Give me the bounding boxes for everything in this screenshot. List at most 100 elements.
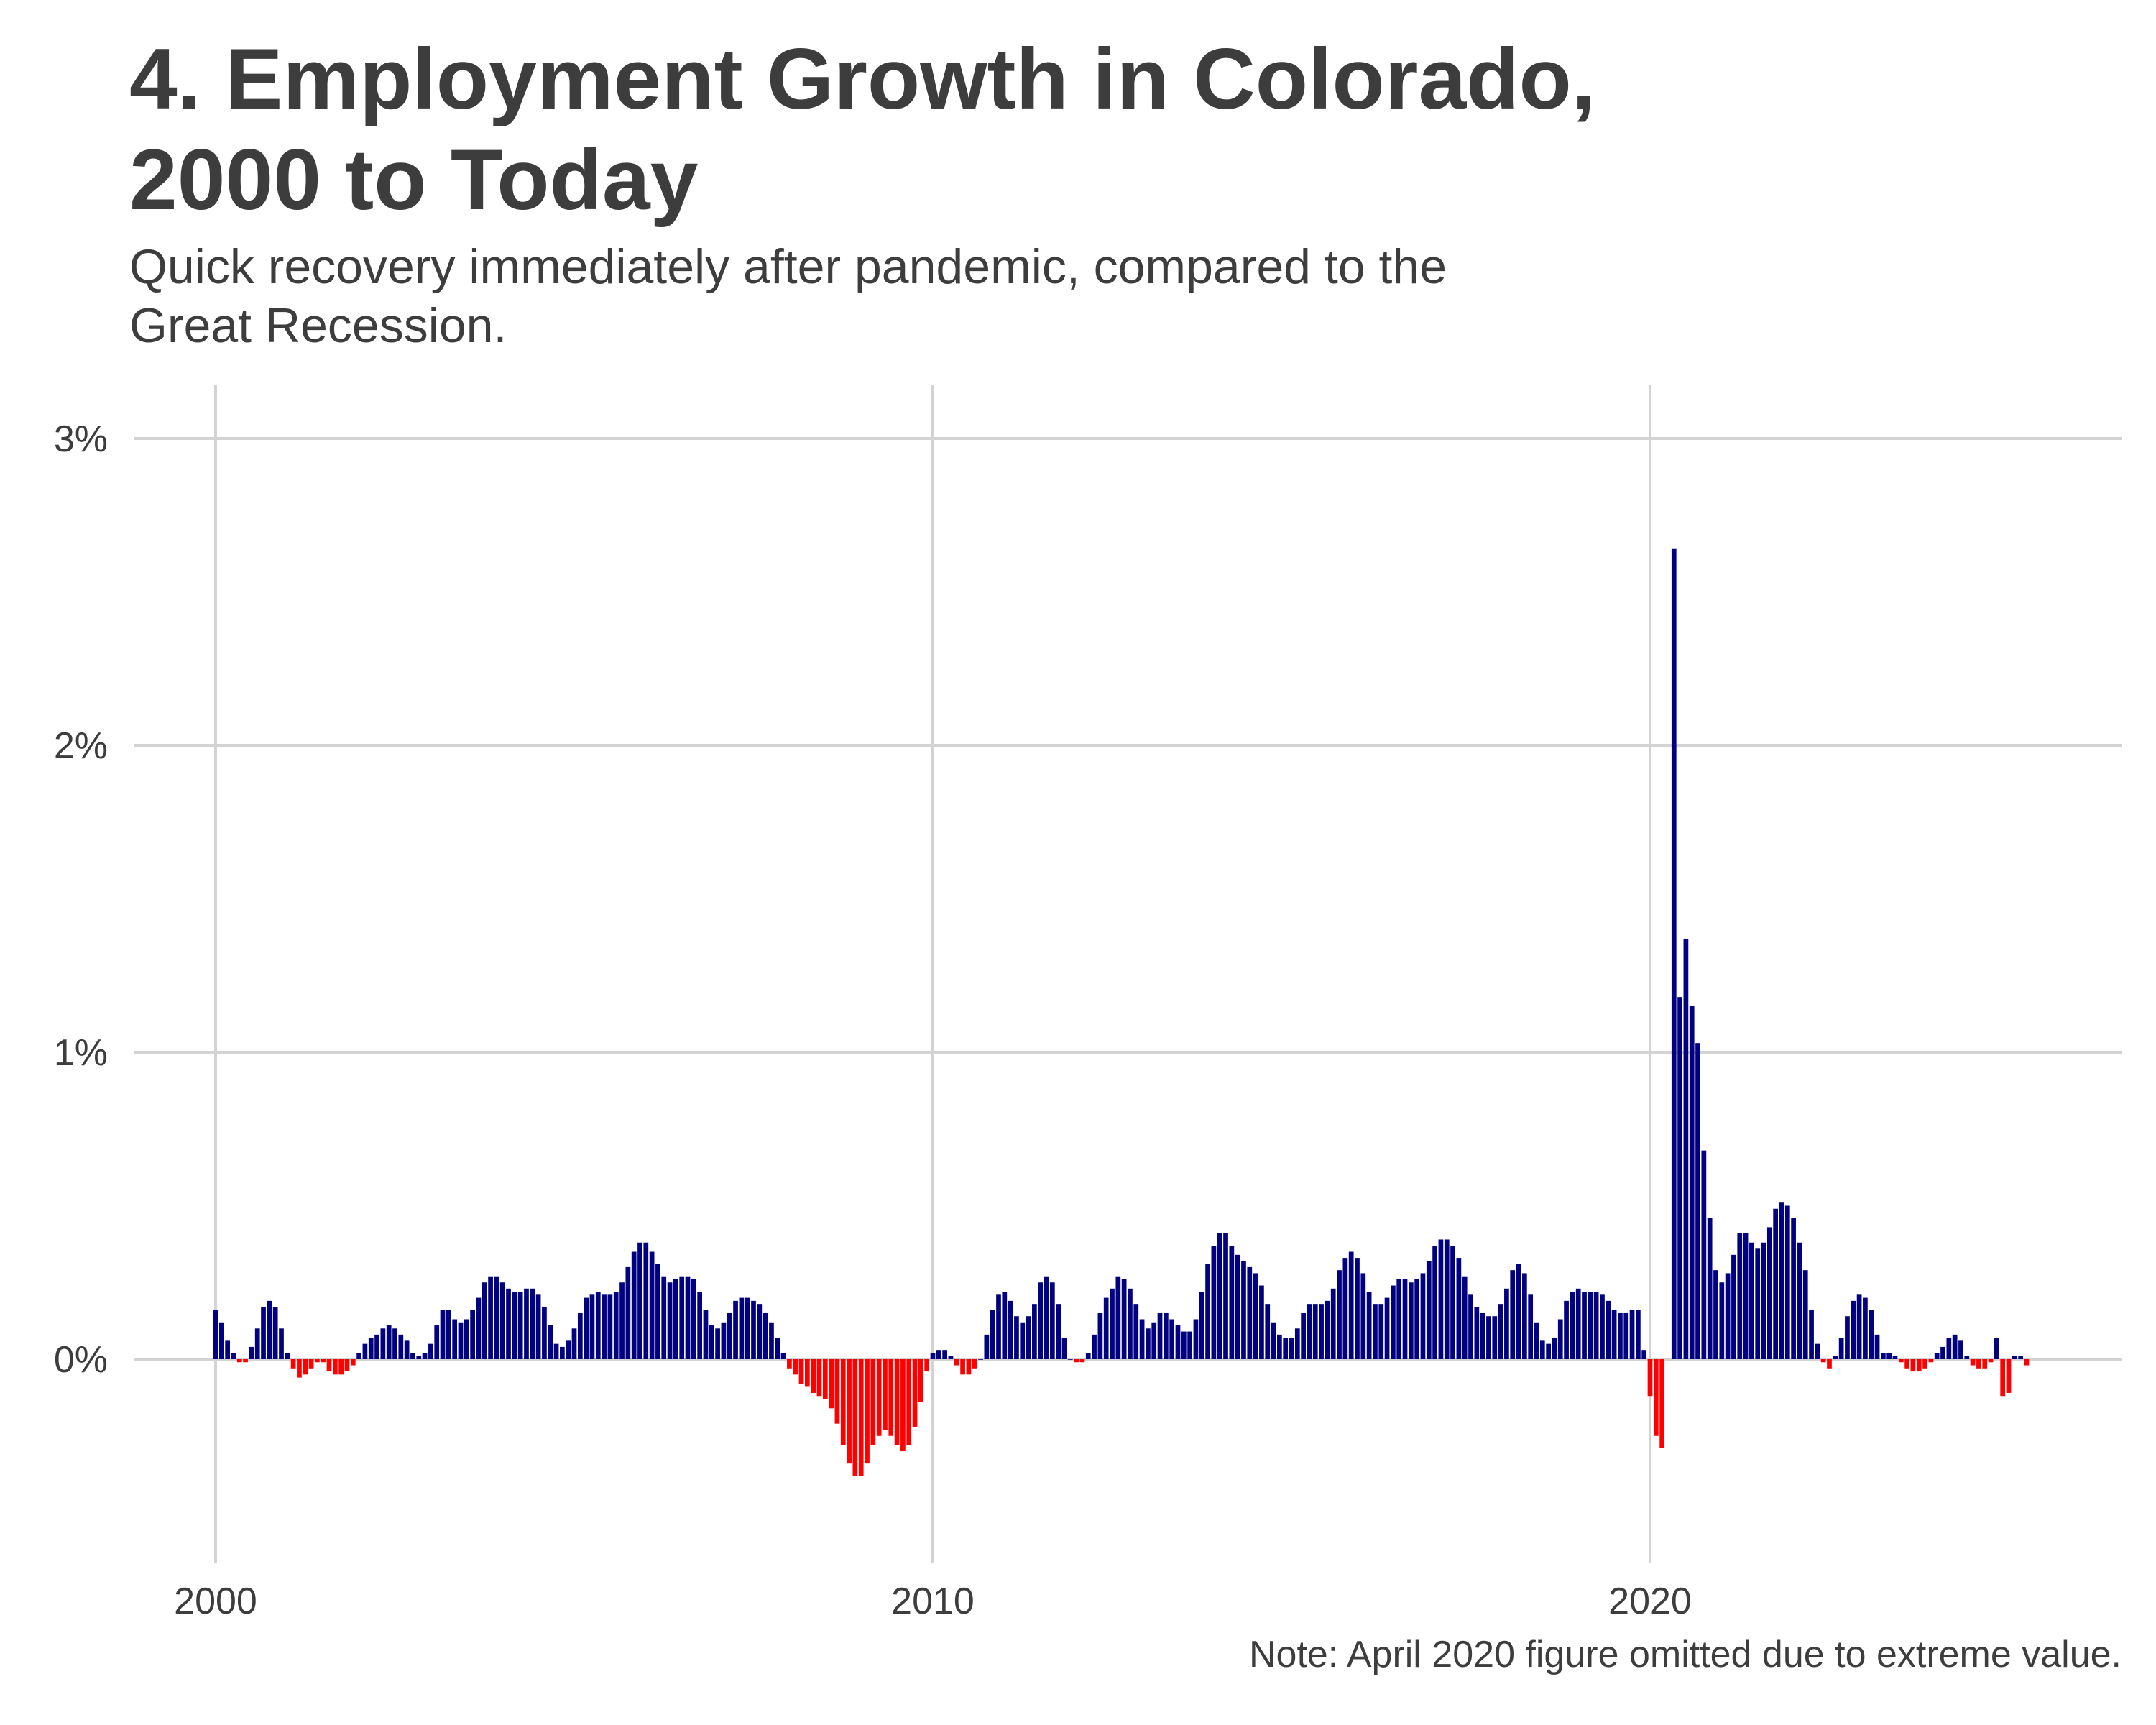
bar [1325,1300,1330,1359]
bar [1797,1242,1802,1359]
bar [840,1359,846,1445]
bar [847,1359,852,1464]
bar [535,1294,541,1359]
bar [876,1359,882,1436]
bar [1552,1338,1557,1359]
bar [308,1359,314,1368]
bar [1766,1227,1772,1359]
bar [912,1359,918,1427]
bar [1294,1328,1300,1359]
bar [631,1251,637,1359]
bar [763,1312,768,1359]
bar [1869,1310,1874,1359]
bar [297,1359,302,1378]
bar [1582,1292,1587,1359]
bar [960,1359,965,1375]
bar [649,1251,655,1359]
bar [1534,1322,1539,1359]
bar [1169,1319,1175,1359]
bar [1456,1258,1462,1359]
bar [595,1292,601,1359]
bar [261,1307,266,1359]
bar [1833,1356,1838,1359]
bar [1802,1270,1808,1359]
bar [1241,1261,1246,1359]
bar [243,1359,248,1363]
bar [321,1359,326,1363]
title-line-2: 2000 to Today [129,132,699,228]
bar [703,1310,709,1359]
bar [428,1343,433,1359]
bar [1623,1312,1629,1359]
bar [1103,1297,1109,1359]
bar [679,1276,685,1359]
bar [942,1350,947,1359]
bar [1175,1325,1181,1359]
bar [1695,1043,1700,1359]
bar [1067,1359,1073,1360]
bar [870,1359,876,1445]
bar [1038,1282,1044,1359]
bar [1557,1319,1563,1359]
y-tick-label: 0% [54,1339,108,1381]
bar [1784,1205,1790,1359]
bar [1199,1292,1204,1359]
bar [1892,1356,1898,1359]
bar [1570,1292,1575,1359]
bar [1761,1242,1766,1359]
bar [1223,1233,1228,1359]
bar [416,1356,422,1359]
bar [249,1346,254,1359]
bar [1946,1338,1952,1359]
bar [236,1359,242,1363]
bar [1211,1246,1217,1359]
bar [602,1294,607,1359]
bar [1838,1338,1844,1359]
bar [374,1334,379,1359]
bar [1277,1334,1282,1359]
bar [1061,1338,1067,1359]
bar [1146,1328,1151,1359]
bar [267,1300,272,1359]
bar [213,1310,218,1359]
bar [1611,1310,1617,1359]
bar [476,1297,482,1359]
bar [1636,1310,1641,1359]
bar [1396,1279,1402,1359]
bar [1994,1338,1999,1359]
bar [1528,1294,1534,1359]
bar [1008,1300,1013,1359]
bar [1097,1312,1103,1359]
bar [1731,1254,1736,1359]
bar [362,1343,368,1359]
bar [1659,1359,1664,1448]
bar [697,1292,703,1359]
bar [924,1359,930,1372]
bar [2006,1359,2012,1393]
chart-subtitle: Quick recovery immediately after pandemi… [129,237,1926,355]
bar [1856,1294,1862,1359]
x-tick-label: 2010 [891,1581,975,1622]
bar [858,1359,864,1476]
bar [1809,1310,1814,1359]
bar [990,1310,995,1359]
bar [685,1276,691,1359]
bar [1235,1254,1240,1359]
bar [745,1297,750,1359]
bar [218,1322,224,1359]
bar [553,1343,559,1359]
title-line-1: 4. Employment Growth in Colorado, [129,31,1596,127]
bar [1976,1359,1981,1368]
bar [619,1282,625,1359]
bar [1671,548,1677,1359]
bar [1450,1246,1455,1359]
bar [978,1359,983,1360]
gridlines [134,385,2122,1563]
bar [1139,1319,1145,1359]
bar [380,1328,386,1359]
bar [2024,1359,2030,1366]
bar [798,1359,804,1384]
bar [499,1282,505,1359]
bar [1474,1307,1480,1359]
bar [1952,1334,1958,1359]
